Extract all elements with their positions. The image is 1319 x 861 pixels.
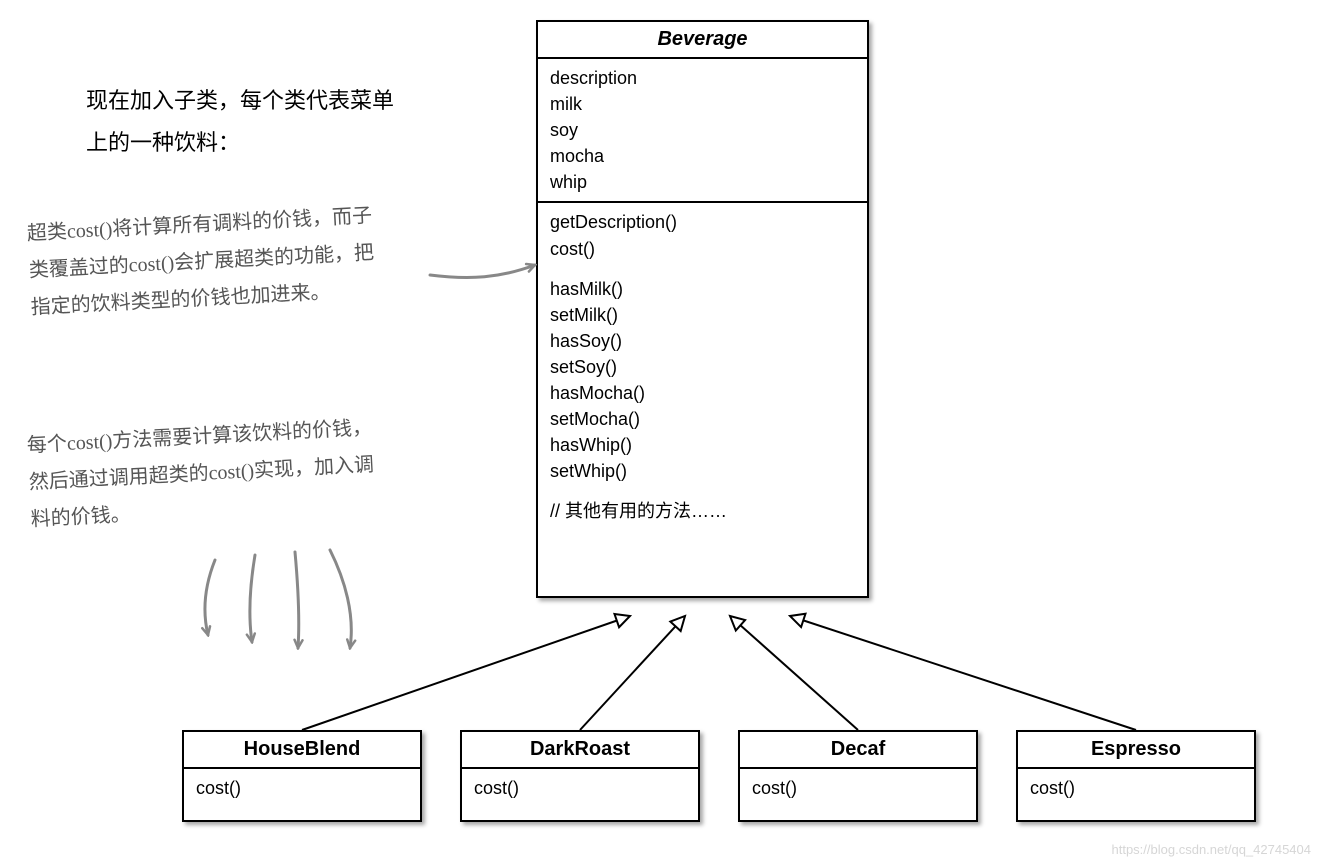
annotation-intro: 现在加入子类，每个类代表菜单 上的一种饮料： <box>86 80 394 164</box>
method: cost() <box>752 775 964 801</box>
spacer <box>550 262 855 276</box>
method: setMilk() <box>550 302 855 328</box>
class-beverage-attributes: description milk soy mocha whip <box>538 59 867 201</box>
method: setMocha() <box>550 406 855 432</box>
class-darkroast-methods: cost() <box>462 769 698 807</box>
class-houseblend-methods: cost() <box>184 769 420 807</box>
method: hasWhip() <box>550 432 855 458</box>
class-beverage-title: Beverage <box>538 22 867 59</box>
attr: mocha <box>550 143 855 169</box>
attr: whip <box>550 169 855 195</box>
spacer <box>550 484 855 498</box>
method: cost() <box>474 775 686 801</box>
edge-inherit <box>790 616 1136 730</box>
watermark: https://blog.csdn.net/qq_42745404 <box>1112 842 1312 857</box>
edge-inherit <box>730 616 858 730</box>
method: getDescription() <box>550 209 855 235</box>
method: cost() <box>550 236 855 262</box>
annotation-cost-super: 超类cost()将计算所有调料的价钱，而子 类覆盖过的cost()会扩展超类的功… <box>26 198 377 327</box>
method: setSoy() <box>550 354 855 380</box>
class-espresso-methods: cost() <box>1018 769 1254 807</box>
class-decaf-methods: cost() <box>740 769 976 807</box>
annotation-line: 上的一种饮料： <box>86 122 394 164</box>
edge-inherit <box>580 616 685 730</box>
class-houseblend: HouseBlend cost() <box>182 730 422 822</box>
class-darkroast-title: DarkRoast <box>462 732 698 769</box>
method: hasMilk() <box>550 276 855 302</box>
class-espresso-title: Espresso <box>1018 732 1254 769</box>
method: cost() <box>196 775 408 801</box>
edge-inherit <box>302 616 630 730</box>
class-comment: // 其他有用的方法…… <box>550 498 855 524</box>
sketch-arrow <box>295 552 299 648</box>
class-beverage: Beverage description milk soy mocha whip… <box>536 20 869 598</box>
class-espresso: Espresso cost() <box>1016 730 1256 822</box>
attr: soy <box>550 117 855 143</box>
method: hasSoy() <box>550 328 855 354</box>
attr: description <box>550 65 855 91</box>
class-houseblend-title: HouseBlend <box>184 732 420 769</box>
class-decaf-title: Decaf <box>740 732 976 769</box>
class-darkroast: DarkRoast cost() <box>460 730 700 822</box>
annotation-cost-sub: 每个cost()方法需要计算该饮料的价钱， 然后通过调用超类的cost()实现，… <box>26 410 377 539</box>
sketch-arrow <box>250 555 255 642</box>
sketch-arrow <box>205 560 215 635</box>
class-decaf: Decaf cost() <box>738 730 978 822</box>
pointer-arrow <box>430 265 535 278</box>
attr: milk <box>550 91 855 117</box>
sketch-arrow <box>330 550 351 648</box>
method: hasMocha() <box>550 380 855 406</box>
method: setWhip() <box>550 458 855 484</box>
method: cost() <box>1030 775 1242 801</box>
class-beverage-methods: getDescription() cost() hasMilk() setMil… <box>538 201 867 530</box>
annotation-line: 现在加入子类，每个类代表菜单 <box>86 80 394 122</box>
